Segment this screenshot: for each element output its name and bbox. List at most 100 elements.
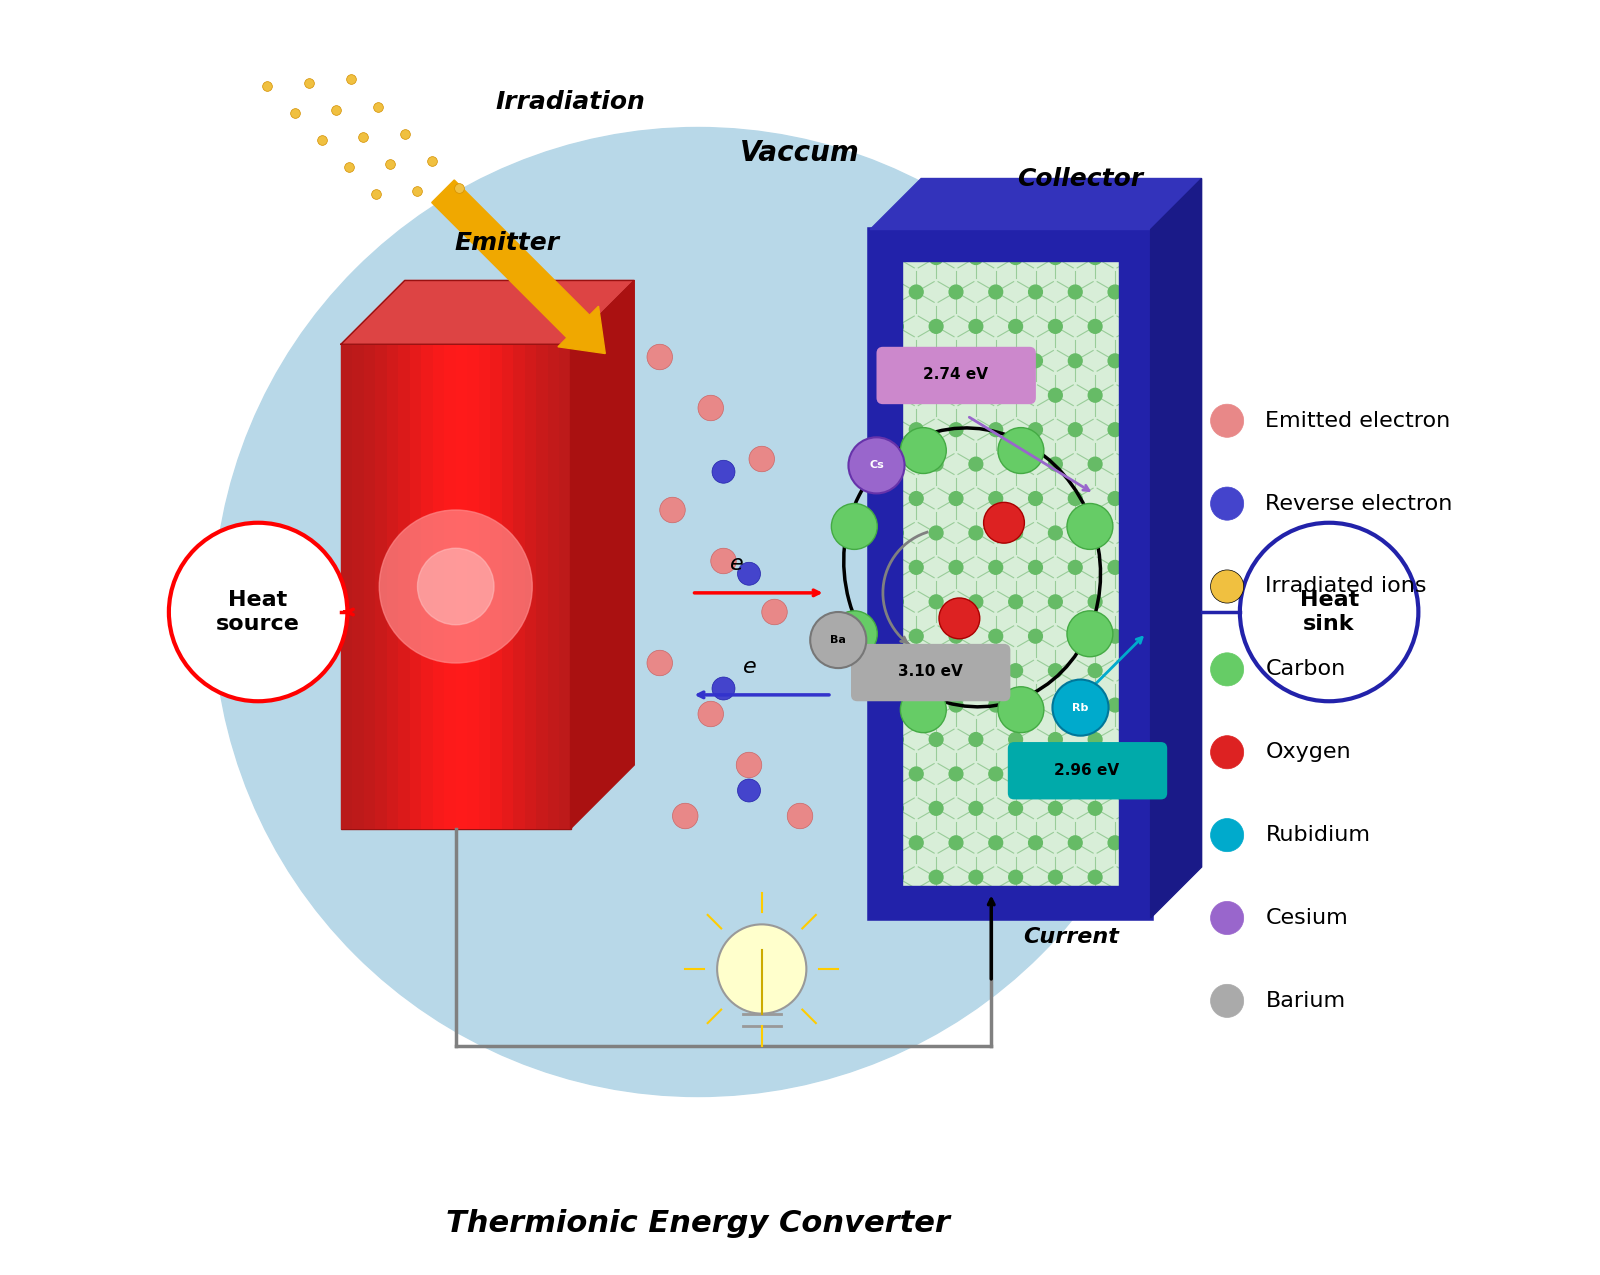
- Text: Oxygen: Oxygen: [1266, 742, 1350, 762]
- Circle shape: [749, 446, 774, 472]
- Circle shape: [1029, 768, 1042, 780]
- Circle shape: [1069, 630, 1082, 643]
- Circle shape: [890, 251, 904, 264]
- Text: Current: Current: [1022, 927, 1118, 947]
- Circle shape: [213, 128, 1182, 1096]
- Circle shape: [890, 527, 904, 539]
- Bar: [870, 230, 1150, 261]
- Circle shape: [738, 779, 760, 802]
- Circle shape: [1211, 487, 1243, 520]
- Circle shape: [1067, 504, 1114, 550]
- Circle shape: [901, 427, 946, 473]
- Circle shape: [659, 497, 685, 523]
- Circle shape: [1053, 680, 1109, 736]
- Circle shape: [1008, 251, 1022, 264]
- Circle shape: [1109, 836, 1122, 849]
- Circle shape: [1211, 736, 1243, 769]
- Polygon shape: [341, 280, 634, 344]
- Circle shape: [170, 523, 347, 701]
- Circle shape: [1029, 354, 1042, 367]
- Circle shape: [970, 802, 982, 815]
- Circle shape: [949, 492, 963, 505]
- Circle shape: [1211, 984, 1243, 1017]
- Circle shape: [949, 699, 963, 711]
- Circle shape: [1069, 699, 1082, 711]
- Circle shape: [1029, 630, 1042, 643]
- Circle shape: [1029, 286, 1042, 298]
- Circle shape: [1048, 320, 1062, 333]
- FancyBboxPatch shape: [525, 344, 536, 829]
- Circle shape: [698, 701, 723, 727]
- Circle shape: [1109, 492, 1122, 505]
- Circle shape: [1109, 630, 1122, 643]
- Circle shape: [989, 354, 1003, 367]
- Circle shape: [930, 733, 942, 746]
- Circle shape: [890, 871, 904, 884]
- Circle shape: [832, 504, 877, 550]
- FancyBboxPatch shape: [432, 344, 445, 829]
- Circle shape: [787, 803, 813, 829]
- Circle shape: [1128, 595, 1142, 608]
- Text: Emitted electron: Emitted electron: [1266, 411, 1451, 431]
- FancyBboxPatch shape: [877, 347, 1035, 404]
- Circle shape: [1128, 664, 1142, 677]
- Circle shape: [970, 527, 982, 539]
- Circle shape: [1029, 836, 1042, 849]
- FancyBboxPatch shape: [421, 344, 432, 829]
- Circle shape: [949, 768, 963, 780]
- Circle shape: [1008, 389, 1022, 402]
- Circle shape: [989, 836, 1003, 849]
- FancyBboxPatch shape: [547, 344, 558, 829]
- Text: Irradiation: Irradiation: [496, 91, 645, 113]
- FancyBboxPatch shape: [851, 644, 1010, 701]
- FancyBboxPatch shape: [870, 230, 1150, 918]
- Circle shape: [949, 836, 963, 849]
- Circle shape: [930, 871, 942, 884]
- Circle shape: [989, 699, 1003, 711]
- Circle shape: [930, 389, 942, 402]
- Circle shape: [939, 598, 979, 639]
- Circle shape: [1008, 871, 1022, 884]
- Circle shape: [1069, 354, 1082, 367]
- FancyBboxPatch shape: [376, 344, 387, 829]
- Circle shape: [1211, 570, 1243, 603]
- Circle shape: [989, 561, 1003, 574]
- Circle shape: [1008, 458, 1022, 470]
- Circle shape: [890, 389, 904, 402]
- Circle shape: [1109, 561, 1122, 574]
- Circle shape: [890, 320, 904, 333]
- FancyBboxPatch shape: [1008, 742, 1168, 799]
- Circle shape: [738, 562, 760, 585]
- Text: Carbon: Carbon: [1266, 659, 1346, 680]
- Text: 3.10 eV: 3.10 eV: [898, 664, 963, 680]
- Circle shape: [970, 458, 982, 470]
- Circle shape: [890, 802, 904, 815]
- FancyBboxPatch shape: [514, 344, 525, 829]
- Circle shape: [1088, 802, 1102, 815]
- Circle shape: [1008, 527, 1022, 539]
- Circle shape: [930, 595, 942, 608]
- Circle shape: [1048, 733, 1062, 746]
- Circle shape: [1240, 523, 1418, 701]
- Circle shape: [712, 677, 734, 700]
- Circle shape: [930, 251, 942, 264]
- Circle shape: [909, 492, 923, 505]
- Circle shape: [1008, 802, 1022, 815]
- Circle shape: [949, 354, 963, 367]
- Circle shape: [1088, 871, 1102, 884]
- FancyBboxPatch shape: [467, 344, 478, 829]
- Circle shape: [984, 502, 1024, 543]
- Polygon shape: [571, 280, 634, 829]
- Text: Cs: Cs: [869, 460, 883, 470]
- Circle shape: [930, 802, 942, 815]
- Circle shape: [1069, 836, 1082, 849]
- Text: Reverse electron: Reverse electron: [1266, 493, 1453, 514]
- Circle shape: [970, 733, 982, 746]
- Circle shape: [418, 548, 494, 625]
- Circle shape: [1069, 423, 1082, 436]
- Circle shape: [998, 427, 1043, 473]
- Circle shape: [930, 527, 942, 539]
- Circle shape: [1128, 733, 1142, 746]
- Circle shape: [909, 354, 923, 367]
- Text: Irradiated ions: Irradiated ions: [1266, 576, 1427, 597]
